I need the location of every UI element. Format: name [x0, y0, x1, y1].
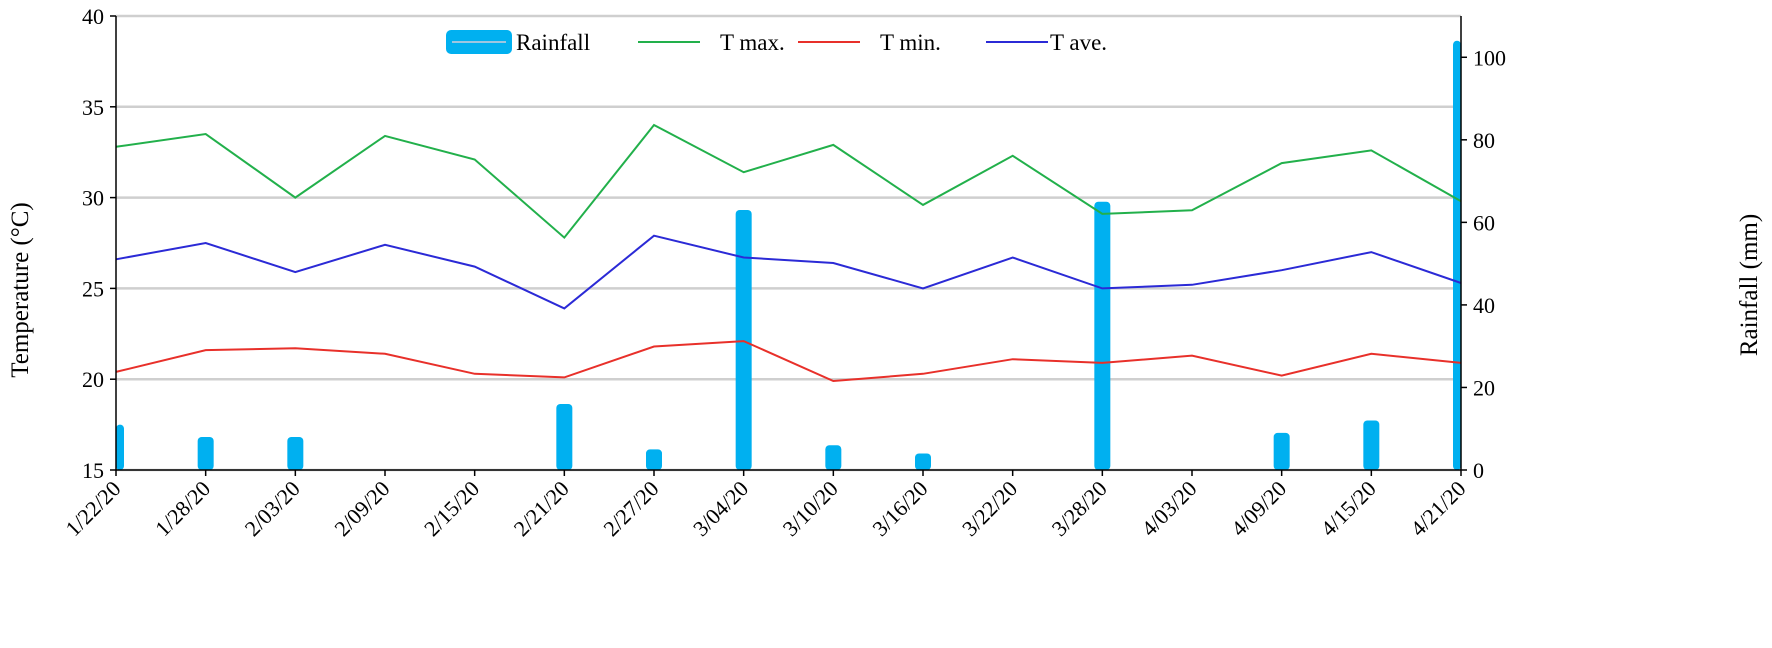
x-tick-label: 2/27/20	[598, 476, 663, 541]
right-axis-title: Rainfall (mm)	[1736, 214, 1763, 356]
right-tick-label: 80	[1473, 128, 1495, 153]
x-tick-label: 3/22/20	[957, 476, 1022, 541]
rainfall-bar	[825, 445, 842, 470]
rainfall-bar	[1273, 432, 1290, 470]
x-tick-label: 3/04/20	[688, 476, 753, 541]
legend-label: T ave.	[1050, 30, 1107, 55]
rainfall-bar	[287, 436, 304, 470]
rainfall-bar	[915, 453, 931, 470]
left-tick-label: 15	[82, 458, 104, 483]
rainfall-bar	[116, 424, 124, 470]
t-ave-line	[115, 234, 1462, 310]
x-tick-label: 2/09/20	[329, 476, 394, 541]
axes	[115, 16, 1462, 471]
temperature-lines	[115, 123, 1462, 383]
x-tick-label: 1/28/20	[150, 476, 215, 541]
x-tick-label: 3/28/20	[1047, 476, 1112, 541]
x-tick-label: 2/21/20	[509, 476, 574, 541]
legend-label: T min.	[880, 30, 941, 55]
legend-label: T max.	[720, 30, 785, 55]
x-axis-ticks: 1/22/20 1/28/20 2/03/20 2/09/20 2/15/20 2/21/…	[60, 470, 1471, 541]
left-axis-ticks: 15 20 25 30 35 40	[82, 4, 116, 483]
rainfall-bar	[1453, 40, 1461, 470]
right-tick-label: 20	[1473, 375, 1495, 400]
x-tick-label: 4/09/20	[1226, 476, 1291, 541]
x-tick-label: 1/22/20	[60, 476, 125, 541]
rainfall-bar	[1363, 420, 1380, 470]
x-tick-label: 4/15/20	[1316, 476, 1381, 541]
right-tick-label: 40	[1473, 293, 1495, 318]
t-max-line	[115, 123, 1462, 240]
rainfall-bar	[646, 449, 662, 470]
left-tick-label: 20	[82, 367, 104, 392]
t-min-line	[115, 340, 1462, 383]
x-tick-label: 4/03/20	[1136, 476, 1201, 541]
rainfall-bar	[197, 436, 214, 470]
x-tick-label: 4/21/20	[1405, 476, 1470, 541]
x-tick-label: 2/15/20	[419, 476, 484, 541]
right-axis-ticks: 0 20 40 60 80 100	[1461, 45, 1506, 483]
grid-lines	[116, 14, 1461, 472]
right-tick-label: 60	[1473, 210, 1495, 235]
rainfall-bar	[1094, 201, 1111, 470]
left-tick-label: 35	[82, 95, 104, 120]
x-tick-label: 3/10/20	[778, 476, 843, 541]
legend-label: Rainfall	[516, 30, 590, 55]
rainfall-bar	[556, 403, 573, 470]
x-tick-label: 2/03/20	[240, 476, 305, 541]
left-tick-label: 30	[82, 186, 104, 211]
left-axis-title: Temperature (°C)	[7, 202, 34, 378]
left-tick-label: 25	[82, 276, 104, 301]
right-tick-label: 100	[1473, 45, 1506, 70]
left-tick-label: 40	[82, 4, 104, 29]
right-tick-label: 0	[1473, 458, 1484, 483]
legend: Rainfall T max. T min. T ave.	[446, 30, 1107, 55]
rainfall-bars	[116, 40, 1461, 470]
x-tick-label: 3/16/20	[867, 476, 932, 541]
rainfall-bar	[735, 209, 752, 470]
